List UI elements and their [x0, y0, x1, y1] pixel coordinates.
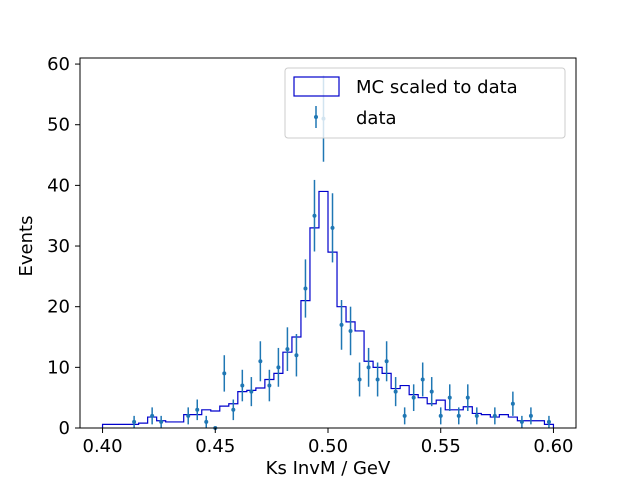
- data-point: [231, 407, 236, 412]
- data-point: [195, 407, 200, 412]
- legend-box: [284, 67, 566, 139]
- x-tick-label: 0.40: [83, 436, 123, 457]
- x-tick-label: 0.50: [308, 436, 348, 457]
- data-point: [186, 413, 191, 418]
- data-point: [492, 413, 497, 418]
- y-tick-label: 10: [47, 357, 70, 378]
- legend-swatch-mc: [293, 76, 340, 97]
- data-point: [312, 213, 317, 218]
- y-tick-label: 30: [47, 236, 70, 257]
- data-point: [510, 401, 515, 406]
- legend-label-data: data: [356, 108, 397, 129]
- data-point: [276, 365, 281, 370]
- y-tick-label: 0: [59, 418, 70, 439]
- data-point: [519, 419, 524, 424]
- data-point: [393, 389, 398, 394]
- data-point: [204, 419, 209, 424]
- legend: MC scaled to data data: [284, 67, 566, 139]
- data-point: [240, 383, 245, 388]
- data-point: [546, 419, 551, 424]
- data-point: [456, 413, 461, 418]
- y-tick-label: 60: [47, 54, 70, 75]
- data-point: [357, 377, 362, 382]
- data-point: [222, 371, 227, 376]
- mc-step-histogram: [101, 190, 555, 428]
- data-point: [465, 395, 470, 400]
- data-point: [420, 377, 425, 382]
- y-tick-label: 40: [47, 175, 70, 196]
- data-point: [330, 225, 335, 230]
- data-point: [528, 413, 533, 418]
- data-point: [447, 395, 452, 400]
- data-point: [150, 413, 155, 418]
- legend-label-mc: MC scaled to data: [356, 77, 518, 98]
- data-point: [258, 359, 263, 364]
- plot-area: 0.40 0.45 0.50 0.55 0.60 0 10 20 30 40 50 60: [47, 54, 577, 457]
- data-point: [375, 377, 380, 382]
- y-tick-label: 20: [47, 297, 70, 318]
- data-point: [411, 395, 416, 400]
- data-point: [402, 413, 407, 418]
- data-point: [159, 419, 164, 424]
- y-axis-label: Events: [16, 216, 37, 277]
- x-axis-label: Ks InvM / GeV: [266, 458, 391, 479]
- data-point: [384, 359, 389, 364]
- data-point: [474, 413, 479, 418]
- data-point: [366, 365, 371, 370]
- data-point: [303, 286, 308, 291]
- data-point: [339, 322, 344, 327]
- data-point: [249, 389, 254, 394]
- data-point: [132, 419, 137, 424]
- data-point: [267, 383, 272, 388]
- data-point: [294, 353, 299, 358]
- x-tick-label: 0.55: [421, 436, 461, 457]
- data-point: [285, 347, 290, 352]
- y-tick-label: 50: [47, 115, 70, 136]
- x-tick-label: 0.45: [195, 436, 235, 457]
- data-point: [438, 413, 443, 418]
- data-point: [348, 328, 353, 333]
- x-tick-label: 0.60: [533, 436, 573, 457]
- legend-marker-data: [314, 115, 318, 119]
- data-point: [429, 389, 434, 394]
